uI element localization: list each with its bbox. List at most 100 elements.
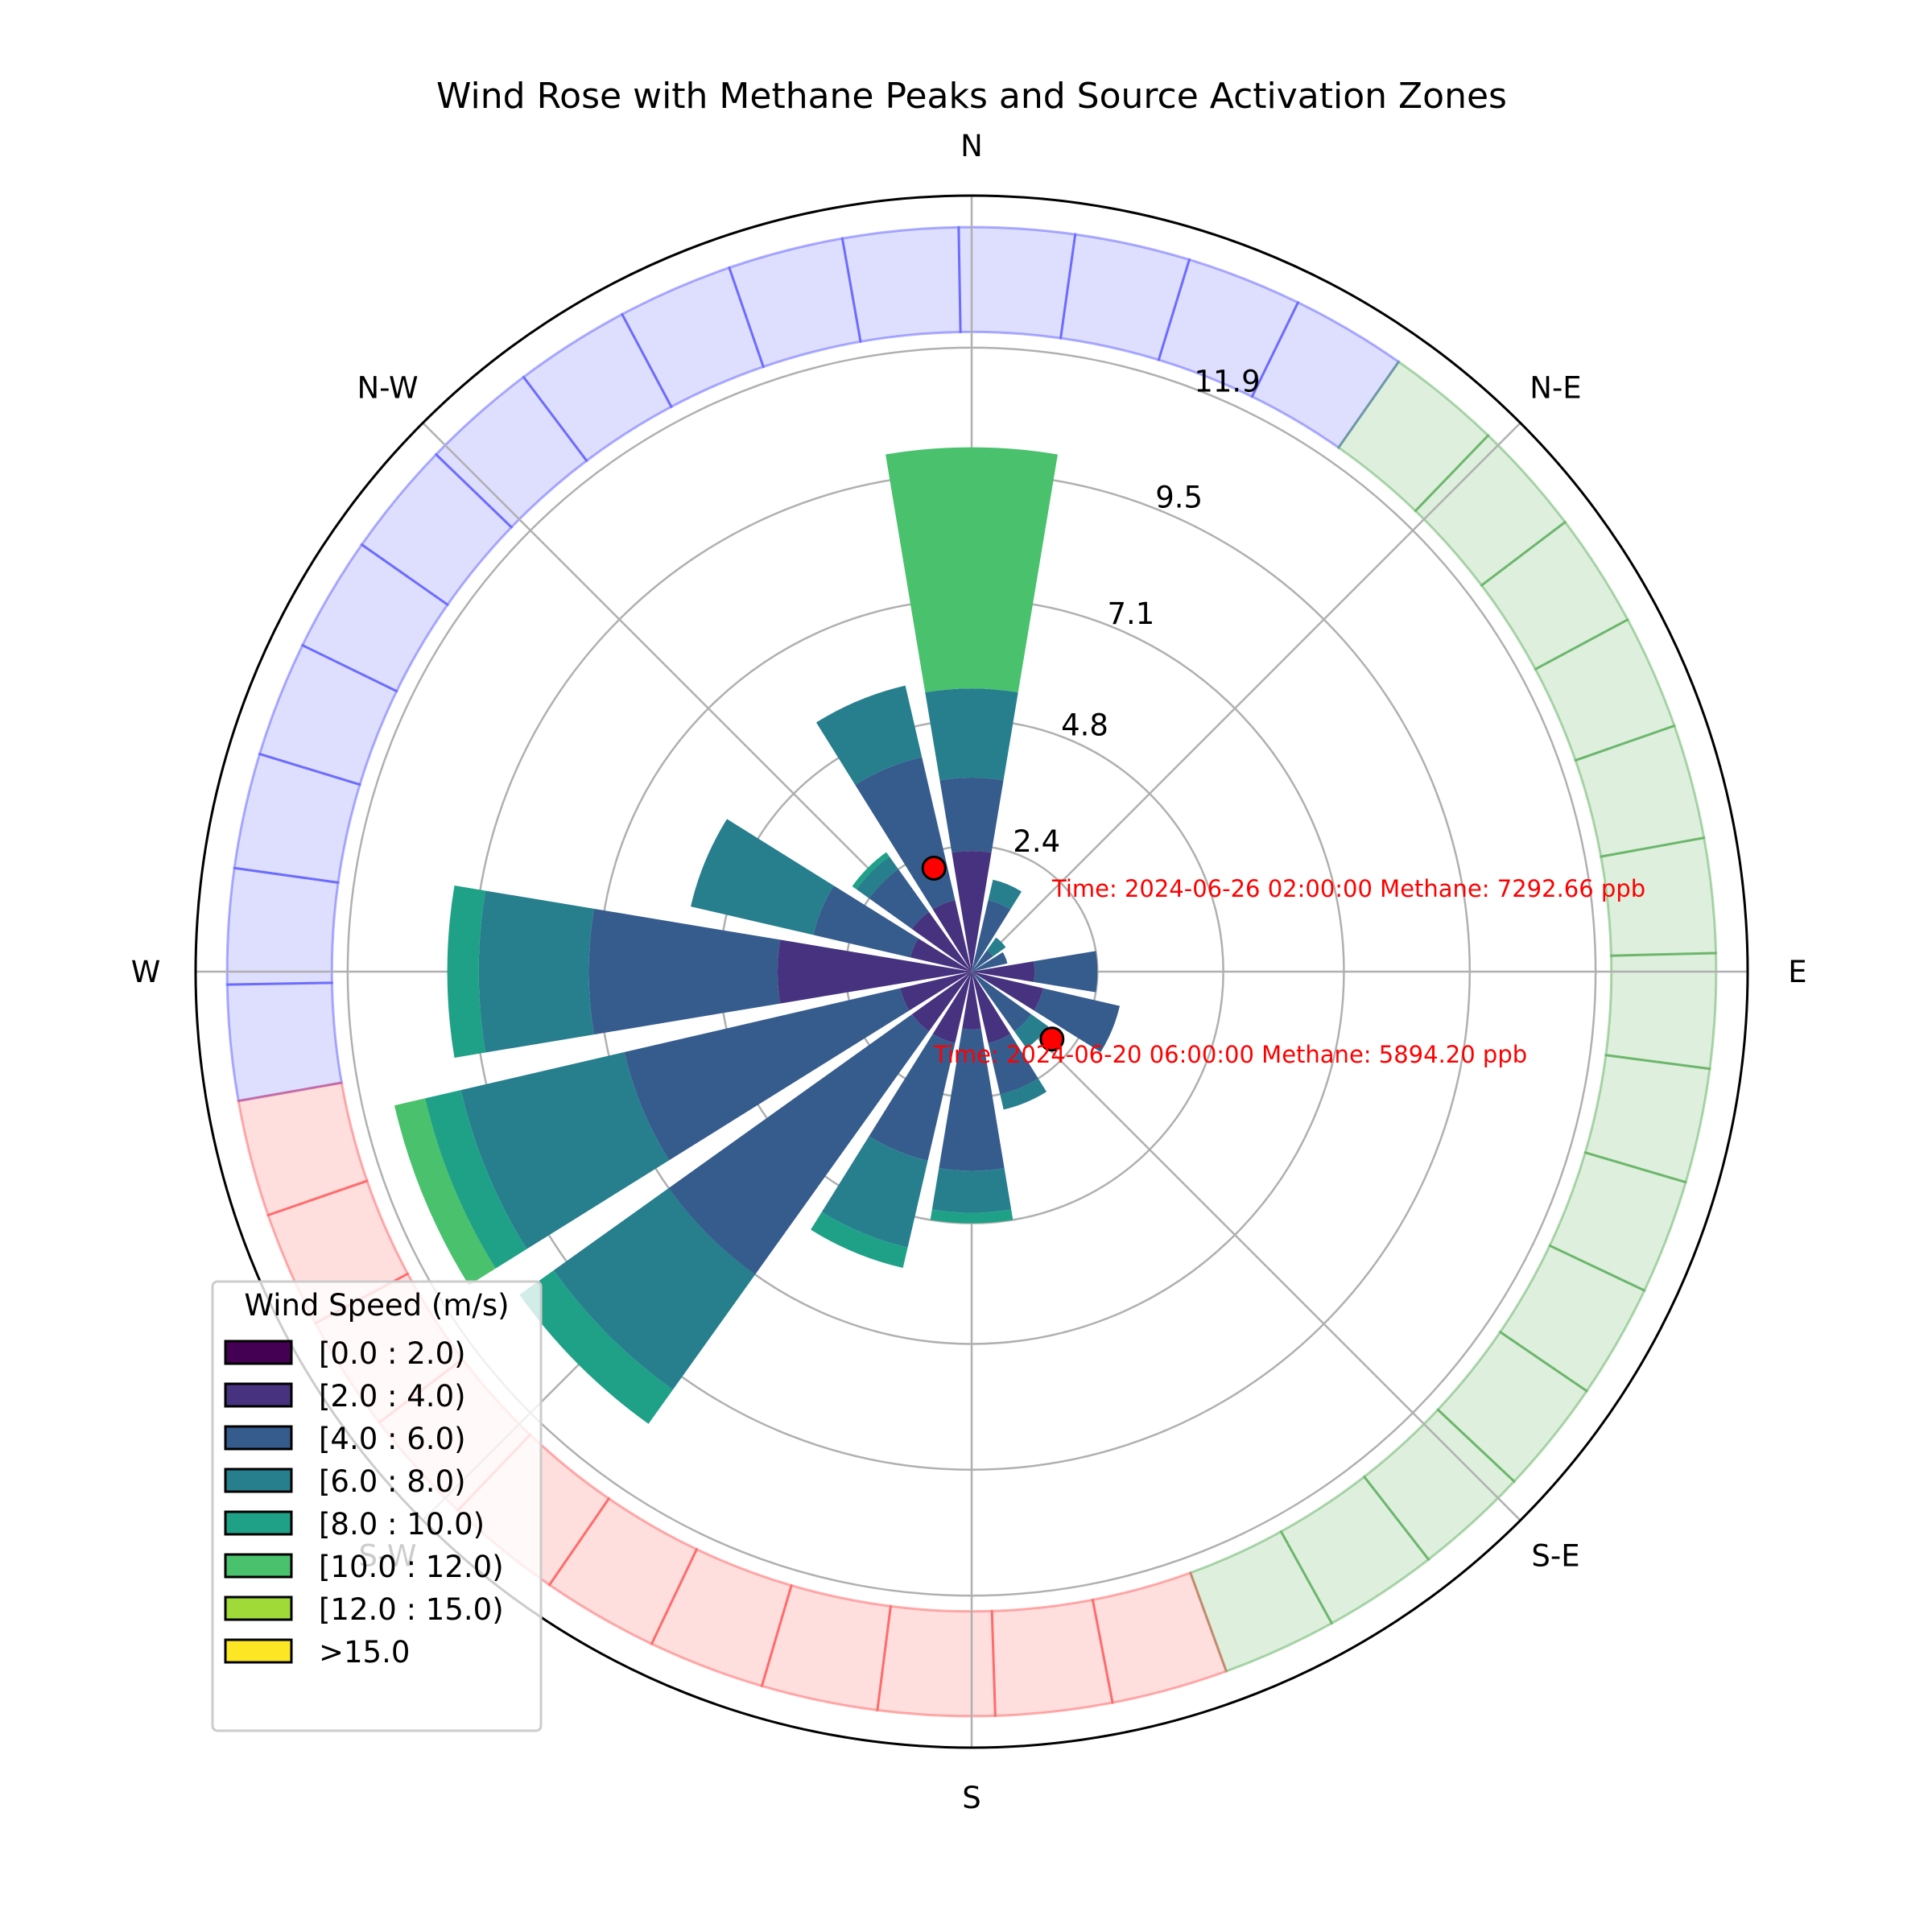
methane-peaks: Time: 2024-06-26 02:00:00 Methane: 7292.… <box>921 855 1645 1068</box>
methane-peak-marker <box>1039 1026 1065 1052</box>
legend-swatch <box>224 1340 293 1365</box>
wind-bar-segment <box>972 950 993 972</box>
wind-bar-segment <box>939 778 1004 853</box>
wind-bar-segment <box>939 1028 1005 1171</box>
wind-bar-segment <box>1000 1078 1047 1110</box>
wind-bar-segment <box>821 1136 928 1248</box>
direction-label-s-e: S-E <box>1531 1538 1579 1573</box>
wind-bar-segment <box>972 900 1011 972</box>
wind-bar-segment <box>932 900 972 972</box>
legend-entry: >15.0 <box>319 1635 410 1670</box>
legend-swatch <box>224 1468 293 1493</box>
wind-bar-segment <box>1034 988 1121 1052</box>
wind-bar-segment <box>972 961 1035 982</box>
activation-zones <box>225 225 1718 1718</box>
wind-bar-segment <box>856 856 899 899</box>
north-west-zone-tile <box>300 543 450 693</box>
wind-bar-segment <box>900 972 972 1011</box>
wind-bar-segment <box>972 972 1043 1011</box>
south-west-zone-tile <box>650 1547 793 1688</box>
ring-label: 4.8 <box>1061 708 1108 743</box>
legend-swatch <box>224 1510 293 1536</box>
east-zone-tile <box>1604 952 1718 1071</box>
legend-swatch <box>224 1638 293 1664</box>
north-west-zone-tile <box>225 981 344 1103</box>
east-zone-tile <box>1583 1054 1711 1184</box>
wind-bar-segment <box>811 1212 908 1269</box>
legend-swatch <box>224 1596 293 1621</box>
direction-label-n: N <box>960 129 983 163</box>
wind-bar-segment <box>425 1090 527 1269</box>
wind-bar-segment <box>624 988 910 1161</box>
south-west-zone-tile <box>1091 1571 1228 1704</box>
direction-label-n-e: N-E <box>1530 371 1581 406</box>
east-zone-tile <box>1436 1330 1589 1484</box>
legend-entry: [12.0 : 15.0) <box>319 1592 504 1627</box>
wind-bar-segment <box>972 972 1032 1032</box>
east-zone-tile <box>1498 1244 1646 1393</box>
wind-bar-segment <box>962 972 981 1030</box>
wind-bar-segment <box>815 685 923 785</box>
north-west-zone-tile <box>434 375 588 530</box>
legend-box <box>211 1280 543 1732</box>
methane-peak-marker <box>921 855 947 881</box>
wind-bar-segment <box>972 952 1008 972</box>
north-west-zone-tile <box>957 225 1077 340</box>
methane-peak-label: Time: 2024-06-20 06:00:00 Methane: 5894.… <box>933 1041 1527 1068</box>
ring-label: 9.5 <box>1155 481 1203 515</box>
north-west-zone-tile <box>360 452 514 607</box>
direction-label-e: E <box>1788 955 1806 989</box>
plot-frame <box>194 194 1749 1749</box>
direction-label-w: W <box>131 955 161 989</box>
legend-entry: [0.0 : 2.0) <box>319 1336 466 1371</box>
direction-label-s: S <box>962 1781 981 1815</box>
south-west-zone-tile <box>990 1598 1114 1717</box>
wind-bar-segment <box>691 819 834 935</box>
legend-entry: [4.0 : 6.0) <box>319 1422 466 1456</box>
methane-peak-label: Time: 2024-06-26 02:00:00 Methane: 7292.… <box>1051 875 1645 902</box>
south-west-zone-tile <box>547 1496 699 1646</box>
legend-entry: [10.0 : 12.0) <box>319 1550 504 1584</box>
wind-bar-segment <box>1014 1014 1049 1049</box>
east-zone-tile <box>1279 1475 1430 1625</box>
wind-bar-segment <box>813 886 919 958</box>
legend-entry: [6.0 : 8.0) <box>319 1464 466 1499</box>
ring-label: 7.1 <box>1107 597 1154 631</box>
east-zone-tile <box>1188 1530 1334 1674</box>
north-west-zone-tile <box>225 866 340 986</box>
wind-bar-segment <box>553 1187 756 1390</box>
wind-bar-segment <box>1034 951 1098 993</box>
wind-bar-segment <box>932 972 972 1043</box>
ring-labels: 2.4 4.8 7.1 9.5 11.9 <box>1013 364 1260 859</box>
north-west-zone-tile <box>1157 258 1300 398</box>
north-west-zone-tile <box>522 312 673 463</box>
ring-label: 2.4 <box>1013 824 1060 859</box>
east-zone-tile <box>1548 1150 1688 1293</box>
north-west-zone-tile <box>258 643 398 786</box>
legend-title: Wind Speed (m/s) <box>244 1288 509 1323</box>
wind-bar-segment <box>869 869 929 929</box>
legend-swatch <box>224 1553 293 1579</box>
wind-bar-segment <box>911 911 972 972</box>
wind-bar-segment <box>778 939 972 1004</box>
east-zone-tile <box>1599 836 1718 957</box>
north-west-zone-tile <box>233 752 361 885</box>
south-west-zone-tile <box>237 1081 369 1217</box>
wind-bar-segment <box>447 886 486 1058</box>
wind-bar-segment <box>478 890 594 1053</box>
wind-bar-segment <box>988 1034 1038 1095</box>
north-west-zone-tile <box>727 237 862 369</box>
wind-bar-segment <box>925 688 1018 781</box>
east-zone-tile <box>1336 360 1490 513</box>
wind-bar-segment <box>930 1209 1013 1224</box>
wind-bar-segment <box>852 852 890 890</box>
legend-swatch <box>224 1425 293 1451</box>
north-west-zone-tile <box>1250 300 1401 450</box>
wind-bar-segment <box>886 447 1058 693</box>
legend-entry: [2.0 : 4.0) <box>319 1379 466 1414</box>
wind-bars <box>394 447 1121 1424</box>
wind-bar-segment <box>988 879 1022 910</box>
ring-label: 11.9 <box>1194 364 1260 398</box>
east-zone-tile <box>1362 1407 1517 1562</box>
